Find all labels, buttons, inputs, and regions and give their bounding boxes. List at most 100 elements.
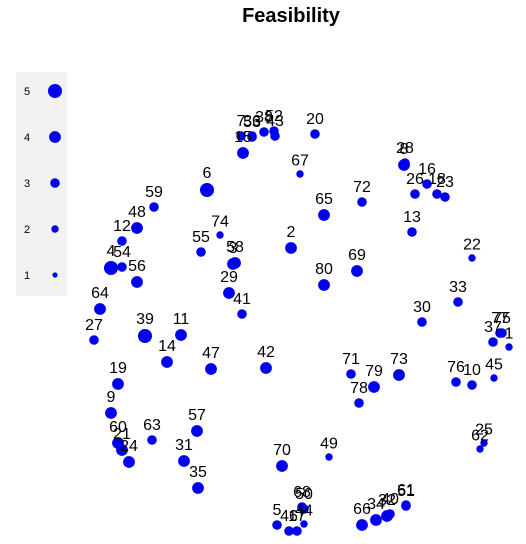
- point-label-22: 22: [463, 236, 481, 253]
- legend: 5 4 3 2 1: [16, 72, 67, 296]
- point-label-23: 23: [436, 174, 454, 191]
- point-58: [229, 257, 241, 269]
- point-label-41: 41: [233, 291, 251, 308]
- point-label-49: 49: [320, 435, 338, 452]
- point-29: [223, 287, 235, 299]
- point-label-47: 47: [202, 345, 220, 362]
- point-label-74: 74: [211, 213, 229, 230]
- point-label-19: 19: [109, 360, 127, 377]
- point-10: [467, 380, 477, 390]
- point-60: [112, 437, 124, 449]
- point-20: [310, 129, 320, 139]
- point-label-38: 38: [255, 109, 273, 126]
- point-label-79: 79: [365, 363, 383, 380]
- point-45: [490, 374, 498, 382]
- point-69: [351, 265, 363, 277]
- point-label-69: 69: [348, 247, 366, 264]
- point-55: [196, 247, 206, 257]
- point-16: [422, 179, 432, 189]
- point-label-65: 65: [315, 191, 333, 208]
- point-42: [260, 362, 272, 374]
- point-48: [131, 222, 143, 234]
- point-label-42: 42: [257, 344, 275, 361]
- point-53: [247, 132, 257, 142]
- point-label-31: 31: [175, 437, 193, 454]
- point-label-54: 54: [113, 244, 131, 261]
- point-label-75: 75: [493, 310, 511, 327]
- point-label-2: 2: [287, 224, 296, 241]
- point-64: [94, 303, 106, 315]
- point-label-10: 10: [463, 362, 481, 379]
- point-label-39: 39: [136, 311, 154, 328]
- point-label-61: 61: [397, 482, 415, 499]
- point-61: [401, 500, 411, 510]
- chart-title: Feasibility: [242, 5, 341, 27]
- point-63: [147, 435, 157, 445]
- point-46: [284, 526, 294, 536]
- point-label-76: 76: [447, 359, 465, 376]
- point-label-58: 58: [226, 239, 244, 256]
- point-25: [480, 439, 488, 447]
- point-label-20: 20: [306, 111, 324, 128]
- point-label-60: 60: [109, 419, 127, 436]
- point-label-59: 59: [145, 184, 163, 201]
- point-33: [453, 297, 463, 307]
- point-label-15: 15: [234, 129, 252, 146]
- point-label-66: 66: [353, 501, 371, 518]
- point-label-55: 55: [192, 229, 210, 246]
- point-18: [432, 189, 442, 199]
- point-72: [357, 197, 367, 207]
- point-74: [216, 231, 224, 239]
- point-77: [495, 328, 505, 338]
- point-59: [149, 202, 159, 212]
- point-73: [393, 369, 405, 381]
- point-label-71: 71: [342, 351, 360, 368]
- legend-label-2: 2: [24, 224, 30, 236]
- point-19: [112, 378, 124, 390]
- point-67: [296, 170, 304, 178]
- legend-label-1: 1: [24, 270, 30, 282]
- point-65: [318, 209, 330, 221]
- point-68: [297, 502, 307, 512]
- point-30: [417, 317, 427, 327]
- point-49: [325, 453, 333, 461]
- point-label-12: 12: [113, 218, 131, 235]
- point-label-24: 24: [120, 438, 138, 455]
- point-7: [236, 131, 246, 141]
- point-2: [285, 242, 297, 254]
- point-76: [451, 377, 461, 387]
- point-57: [191, 425, 203, 437]
- legend-label-4: 4: [24, 132, 30, 144]
- point-label-70: 70: [273, 442, 291, 459]
- point-23: [440, 192, 450, 202]
- point-78: [354, 398, 364, 408]
- point-label-35: 35: [189, 464, 207, 481]
- point-label-64: 64: [91, 285, 109, 302]
- point-26: [410, 189, 420, 199]
- point-label-36: 36: [243, 113, 261, 130]
- point-13: [407, 227, 417, 237]
- legend-marker-4: [49, 131, 61, 143]
- point-label-29: 29: [220, 269, 238, 286]
- point-label-37: 37: [484, 319, 502, 336]
- point-label-1: 1: [505, 325, 514, 342]
- point-41: [237, 309, 247, 319]
- point-1: [505, 343, 513, 351]
- point-label-52: 52: [265, 108, 283, 125]
- point-label-17: 17: [288, 508, 306, 525]
- point-label-77: 77: [491, 310, 509, 327]
- point-label-11: 11: [173, 311, 190, 328]
- point-label-5: 5: [273, 502, 282, 519]
- point-label-50: 50: [295, 486, 313, 503]
- legend-marker-2: [51, 225, 59, 233]
- point-9: [105, 407, 117, 419]
- point-label-34: 34: [367, 496, 385, 513]
- legend-label-5: 5: [24, 86, 30, 98]
- point-label-30: 30: [413, 299, 431, 316]
- point-label-73: 73: [390, 351, 408, 368]
- point-11: [175, 329, 187, 341]
- points-layer: 1234567891011121314151617181920212223242…: [85, 108, 514, 536]
- point-35: [192, 482, 204, 494]
- point-56: [131, 276, 143, 288]
